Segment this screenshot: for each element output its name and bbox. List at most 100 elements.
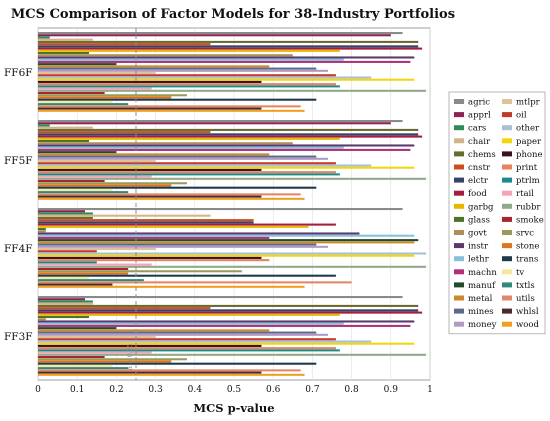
bar-machn-FF3F [38,324,411,327]
bar-txtls-FF6F [38,103,129,106]
legend-swatch-mines [454,308,464,314]
bar-apprl-FF3F [38,298,86,301]
bar-money-FF6F [38,69,329,72]
bar-food-FF3F [38,311,423,314]
bar-print-FF6F [38,83,336,86]
bar-txtls-FF5F [38,191,129,194]
bar-cars-FF5F [38,124,50,127]
legend-swatch-phone [502,151,512,157]
bar-cnstr-FF5F [38,131,211,134]
legend-swatch-utils [502,295,512,301]
legend-swatch-agric [454,99,464,104]
bar-cnstr-FF3F [38,307,211,310]
bar-wood-FF3F [38,373,305,376]
legend-swatch-apprl [454,112,464,118]
bar-trans-FF3F [38,362,317,365]
legend-swatch-machn [454,269,464,275]
legend-label-lethr: lethr [468,255,490,265]
legend-swatch-lethr [454,256,464,262]
bar-elctr-FF3F [38,309,419,312]
legend-label-srvc: srvc [516,229,534,239]
bar-machn-FF5F [38,148,411,151]
legend-swatch-mtlpr [502,99,512,104]
bar-srvc-FF3F [38,358,187,361]
legend-swatch-elctr [454,177,464,183]
bar-instr-FF4F [38,232,360,235]
bar-metal-FF3F [38,329,270,332]
bar-rubbr-FF3F [38,353,427,356]
x-tick-label: 0.8 [344,385,359,395]
bar-paper-FF5F [38,166,415,169]
bar-trans-FF6F [38,98,317,101]
bar-print-FF4F [38,259,270,262]
bar-garbg-FF6F [38,49,340,52]
bar-rtail-FF6F [38,87,152,90]
bar-glass-FF3F [38,316,89,319]
legend-swatch-instr [454,243,464,249]
legend-label-manuf: manuf [468,281,496,291]
bar-oil-FF6F [38,74,336,77]
legend-label-govt: govt [468,229,487,239]
bar-lethr-FF4F [38,234,415,237]
bar-mtlpr-FF4F [38,248,156,251]
legend-label-chair: chair [468,137,491,147]
bar-govt-FF4F [38,230,46,233]
bar-govt-FF5F [38,142,293,145]
bar-trans-FF4F [38,274,336,277]
legend-swatch-srvc [502,230,512,235]
legend-label-utils: utils [516,294,535,304]
bar-apprl-FF6F [38,34,391,37]
bar-machn-FF6F [38,60,411,63]
bars-group [38,32,427,376]
bar-chair-FF3F [38,302,93,305]
bar-agric-FF3F [38,296,403,299]
legend-swatch-glass [454,216,464,222]
bar-money-FF5F [38,157,329,160]
legend-label-machn: machn [468,268,497,278]
bar-instr-FF5F [38,144,415,147]
bar-mines-FF5F [38,155,317,158]
bar-chems-FF6F [38,40,419,43]
bar-txtls-FF4F [38,279,144,282]
legend-swatch-smoke [502,216,512,222]
bar-trans-FF5F [38,186,317,189]
bar-paper-FF4F [38,254,415,257]
bar-wood-FF4F [38,285,305,288]
bar-ptrlm-FF3F [38,349,340,352]
legend-label-food: food [468,189,487,199]
bar-whlsl-FF3F [38,371,262,374]
legend-swatch-money [454,321,464,327]
bar-metal-FF4F [38,241,415,244]
legend-swatch-paper [502,138,512,144]
legend-swatch-garbg [454,203,464,209]
bar-agric-FF4F [38,208,403,211]
bar-phone-FF4F [38,256,262,259]
legend-swatch-ptrlm [502,177,512,183]
bar-utils-FF3F [38,369,301,372]
x-tick-label: 0.9 [384,385,399,395]
bar-phone-FF5F [38,168,262,171]
bar-cnstr-FF4F [38,219,254,222]
legend-label-agric: agric [468,98,490,108]
legend: agric apprl cars chair chems cnstr elctr food ga… [448,91,546,335]
legend-swatch-rtail [502,190,512,196]
bar-stone-FF4F [38,272,129,275]
bar-print-FF5F [38,171,336,174]
bar-rtail-FF5F [38,175,152,178]
legend-label-smoke: smoke [516,215,544,225]
bar-chems-FF3F [38,304,419,307]
legend-swatch-oil [502,112,512,118]
legend-label-glass: glass [468,215,490,225]
bar-metal-FF6F [38,65,270,68]
bar-cars-FF3F [38,300,93,303]
legend-swatch-cnstr [454,164,464,170]
bar-instr-FF3F [38,320,415,323]
x-axis-label: MCS p-value [193,401,274,415]
bar-mines-FF6F [38,67,317,70]
legend-swatch-other [502,125,512,131]
bar-rubbr-FF6F [38,89,427,92]
legend-label-stone: stone [516,242,539,252]
bar-srvc-FF4F [38,270,242,273]
legend-swatch-rubbr [502,203,512,209]
bar-chems-FF4F [38,216,93,219]
